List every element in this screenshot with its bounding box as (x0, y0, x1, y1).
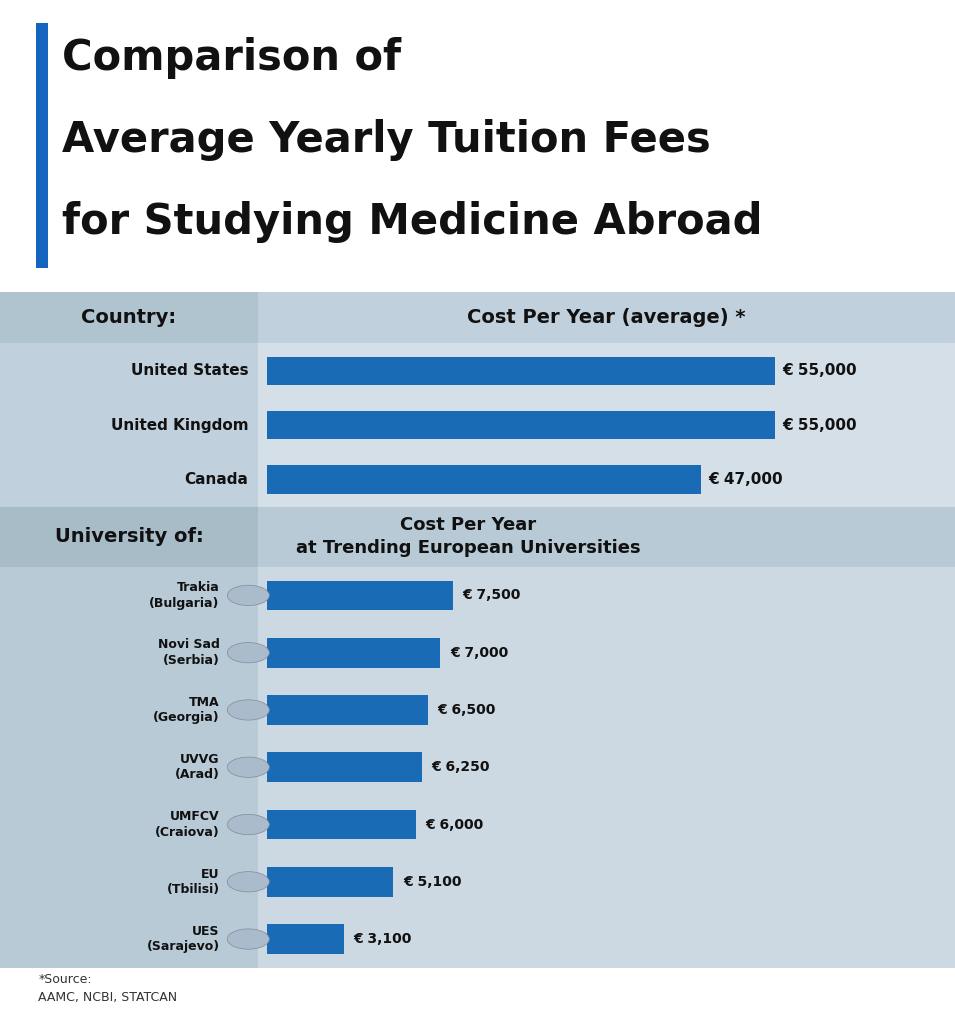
Bar (267, 581, 453, 610)
Text: UES
(Sarajevo): UES (Sarajevo) (146, 925, 220, 953)
Text: € 3,100: € 3,100 (353, 932, 412, 946)
Bar (258, 292, 955, 343)
Bar (267, 638, 440, 668)
Text: Country:: Country: (81, 308, 177, 327)
Circle shape (227, 586, 269, 605)
Bar (258, 292, 955, 507)
Bar (267, 466, 701, 494)
Bar (258, 507, 955, 968)
Bar (267, 810, 415, 840)
Text: Canada: Canada (184, 472, 248, 487)
Text: University of:: University of: (54, 527, 203, 547)
Bar (267, 924, 344, 954)
Text: EU
(Tbilisi): EU (Tbilisi) (166, 867, 220, 896)
Bar (0, 507, 258, 968)
Bar (267, 411, 775, 439)
Text: UVVG
(Arad): UVVG (Arad) (175, 753, 220, 781)
Bar (258, 507, 955, 567)
Text: UMFCV
(Craiova): UMFCV (Craiova) (155, 810, 220, 839)
Bar (0, 292, 258, 343)
Text: € 55,000: € 55,000 (782, 364, 857, 378)
Bar (36, 24, 48, 268)
Circle shape (227, 814, 269, 835)
Circle shape (227, 642, 269, 663)
Text: Cost Per Year
at Trending European Universities: Cost Per Year at Trending European Unive… (296, 516, 640, 557)
Text: for Studying Medicine Abroad: for Studying Medicine Abroad (62, 201, 763, 243)
Bar (267, 867, 393, 897)
Text: € 6,500: € 6,500 (437, 702, 496, 717)
Circle shape (227, 929, 269, 949)
Bar (267, 356, 775, 385)
Text: Trakia
(Bulgaria): Trakia (Bulgaria) (149, 582, 220, 609)
Bar (0, 292, 258, 507)
Text: Comparison of: Comparison of (62, 37, 401, 80)
Text: United States: United States (131, 364, 248, 378)
Text: TMA
(Georgia): TMA (Georgia) (153, 695, 220, 724)
Text: € 5,100: € 5,100 (403, 874, 461, 889)
Text: Novi Sad
(Serbia): Novi Sad (Serbia) (158, 638, 220, 667)
Text: € 55,000: € 55,000 (782, 418, 857, 433)
Text: Cost Per Year (average) *: Cost Per Year (average) * (467, 308, 746, 327)
Text: € 6,000: € 6,000 (425, 817, 483, 831)
Bar (267, 695, 428, 725)
Text: € 47,000: € 47,000 (709, 472, 783, 487)
Circle shape (227, 871, 269, 892)
Text: € 7,500: € 7,500 (462, 589, 520, 602)
Text: € 6,250: € 6,250 (432, 760, 490, 774)
Text: *Source:
AAMC, NCBI, STATCAN: *Source: AAMC, NCBI, STATCAN (38, 973, 178, 1005)
Text: United Kingdom: United Kingdom (111, 418, 248, 433)
Bar (0, 507, 258, 567)
Text: € 7,000: € 7,000 (450, 646, 508, 659)
Circle shape (227, 699, 269, 720)
Bar (267, 753, 422, 782)
Text: Average Yearly Tuition Fees: Average Yearly Tuition Fees (62, 119, 711, 161)
Circle shape (227, 757, 269, 777)
